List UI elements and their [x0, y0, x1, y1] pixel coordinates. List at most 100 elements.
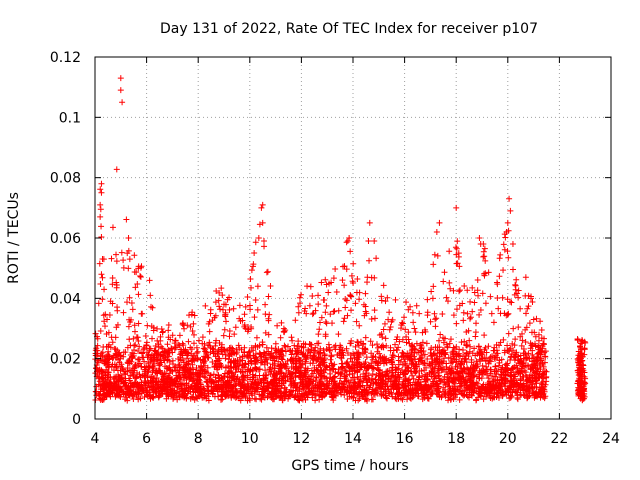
data-point	[103, 343, 110, 350]
data-point	[401, 314, 408, 321]
data-point	[464, 393, 471, 400]
data-point	[210, 379, 217, 386]
data-point	[539, 392, 546, 399]
data-point	[364, 274, 371, 281]
data-point	[250, 347, 257, 354]
data-point	[265, 384, 272, 391]
data-point	[341, 282, 348, 289]
data-point	[473, 397, 480, 404]
data-point	[504, 248, 511, 255]
data-point	[338, 380, 345, 387]
data-point	[364, 391, 371, 398]
data-point	[400, 382, 407, 389]
data-point	[265, 348, 272, 355]
data-point	[426, 370, 433, 377]
data-point	[100, 381, 107, 388]
data-point	[426, 386, 432, 393]
data-point	[242, 368, 249, 375]
data-point	[309, 292, 316, 299]
data-point	[315, 384, 322, 391]
data-point	[317, 319, 324, 326]
data-point	[343, 360, 350, 367]
data-point	[224, 296, 231, 303]
data-point	[272, 340, 279, 347]
data-point	[239, 353, 246, 360]
data-point	[312, 344, 319, 351]
data-point	[440, 278, 447, 285]
data-point	[309, 360, 316, 367]
data-point	[429, 358, 436, 365]
data-point	[121, 368, 128, 375]
data-point	[201, 373, 208, 380]
data-point	[535, 374, 542, 381]
data-point	[99, 349, 106, 356]
data-point	[533, 392, 540, 399]
data-point	[487, 370, 494, 377]
data-point	[410, 375, 417, 382]
data-point	[359, 391, 366, 398]
data-point	[144, 354, 151, 361]
data-point	[373, 341, 380, 348]
data-point	[400, 389, 407, 396]
data-point	[216, 289, 223, 296]
data-point	[415, 378, 422, 385]
data-point	[232, 394, 239, 401]
data-point	[144, 372, 151, 379]
data-point	[386, 309, 393, 316]
data-point	[469, 392, 476, 399]
data-point	[475, 343, 482, 350]
data-point	[321, 363, 328, 370]
data-point	[366, 219, 373, 226]
data-point	[436, 394, 443, 401]
data-point	[409, 344, 416, 351]
data-point	[155, 385, 162, 392]
data-point	[286, 347, 293, 354]
data-point	[303, 354, 310, 361]
data-point	[308, 367, 315, 374]
data-point	[124, 365, 131, 372]
data-point	[147, 383, 154, 390]
data-point	[315, 292, 322, 299]
data-point	[187, 323, 194, 330]
data-point	[281, 342, 288, 349]
data-point	[251, 395, 258, 402]
data-point	[348, 365, 355, 372]
data-point	[301, 367, 308, 374]
data-point	[531, 362, 538, 369]
data-point	[347, 291, 354, 298]
data-point	[330, 397, 337, 404]
data-point	[108, 334, 115, 341]
data-point	[180, 356, 187, 363]
data-point	[343, 297, 350, 304]
data-point	[194, 354, 201, 361]
data-point	[264, 268, 271, 275]
data-point	[369, 342, 376, 349]
data-point	[471, 345, 478, 352]
data-point	[114, 307, 121, 314]
data-point	[226, 333, 233, 340]
data-point	[292, 392, 299, 399]
x-tick-label: 20	[499, 431, 517, 447]
data-point	[326, 380, 333, 387]
data-point	[389, 351, 396, 358]
data-point	[135, 388, 142, 395]
data-point	[184, 390, 191, 397]
data-point	[331, 308, 338, 315]
data-point	[101, 286, 108, 293]
data-point	[259, 201, 266, 208]
data-point	[236, 302, 243, 309]
data-point	[251, 314, 258, 321]
data-point	[221, 326, 228, 333]
data-point	[302, 341, 309, 348]
data-point	[444, 344, 451, 351]
data-point	[504, 342, 511, 349]
data-point	[99, 296, 106, 303]
data-point	[342, 295, 349, 302]
data-point	[247, 306, 254, 313]
data-point	[457, 360, 464, 367]
data-point	[169, 349, 176, 356]
data-point	[305, 348, 312, 355]
data-point	[297, 369, 304, 376]
data-point	[384, 383, 391, 390]
data-point	[307, 352, 314, 359]
